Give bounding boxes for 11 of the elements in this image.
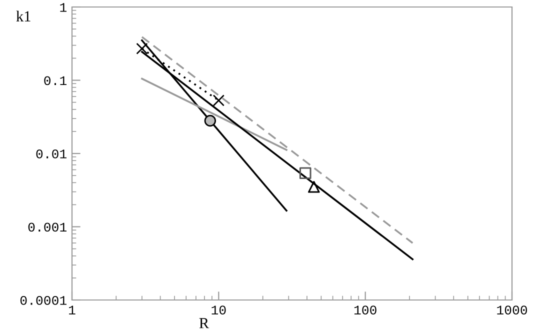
y-tick-label: 0.01 bbox=[36, 149, 66, 158]
x-tick-label: 10 bbox=[212, 306, 226, 315]
y-tick-label: 0.001 bbox=[28, 222, 66, 232]
x-tick-label: 1 bbox=[68, 306, 76, 314]
x-tick-label: 1000 bbox=[497, 306, 528, 315]
x-axis-title: R bbox=[199, 318, 210, 328]
y-axis-title: k1 bbox=[16, 10, 30, 22]
y-tick-label: 0.0001 bbox=[20, 296, 66, 305]
y-tick-label: 1 bbox=[60, 3, 66, 12]
y-tick-label: 0.1 bbox=[44, 76, 66, 86]
x-tick-label: 100 bbox=[354, 306, 376, 315]
